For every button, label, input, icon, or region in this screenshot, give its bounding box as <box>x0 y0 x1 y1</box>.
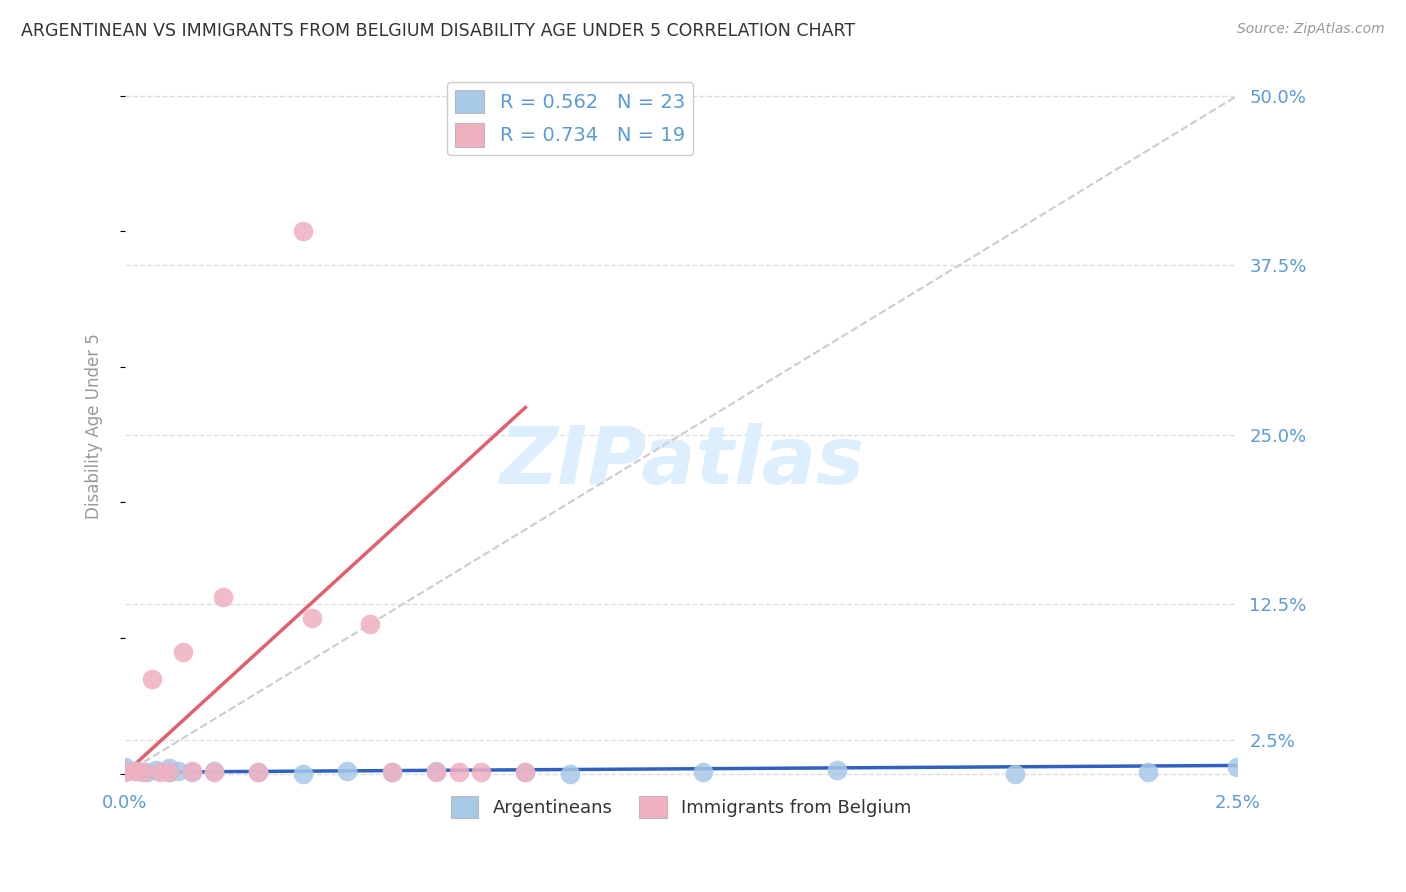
Point <box>114 763 136 777</box>
Point <box>122 764 145 778</box>
Point <box>211 591 233 605</box>
Point <box>141 672 163 686</box>
Point <box>172 644 194 658</box>
Point <box>425 765 447 780</box>
Point <box>425 764 447 778</box>
Point <box>558 766 581 780</box>
Point <box>247 765 270 780</box>
Point <box>114 760 136 774</box>
Point <box>127 764 149 778</box>
Point <box>291 224 314 238</box>
Point <box>1226 760 1249 774</box>
Point <box>157 765 180 780</box>
Point <box>1137 765 1160 780</box>
Point <box>114 765 136 780</box>
Point <box>157 765 180 780</box>
Point <box>167 764 190 778</box>
Point <box>180 764 202 778</box>
Text: ARGENTINEAN VS IMMIGRANTS FROM BELGIUM DISABILITY AGE UNDER 5 CORRELATION CHART: ARGENTINEAN VS IMMIGRANTS FROM BELGIUM D… <box>21 22 855 40</box>
Legend: Argentineans, Immigrants from Belgium: Argentineans, Immigrants from Belgium <box>444 789 918 825</box>
Text: Source: ZipAtlas.com: Source: ZipAtlas.com <box>1237 22 1385 37</box>
Text: ZIPatlas: ZIPatlas <box>499 424 863 501</box>
Point <box>825 763 848 777</box>
Point <box>149 765 172 780</box>
Point <box>359 617 381 632</box>
Point <box>114 764 136 778</box>
Point <box>301 610 323 624</box>
Point <box>202 764 225 778</box>
Point <box>180 765 202 780</box>
Point <box>247 765 270 780</box>
Point <box>381 765 404 780</box>
Point <box>157 761 180 775</box>
Point <box>336 764 359 778</box>
Point <box>515 765 537 780</box>
Point <box>131 765 153 780</box>
Point <box>145 763 167 777</box>
Point <box>692 765 714 780</box>
Point <box>1004 766 1026 780</box>
Point <box>447 765 470 780</box>
Point <box>291 766 314 780</box>
Point <box>381 765 404 780</box>
Point <box>470 765 492 780</box>
Point <box>515 765 537 780</box>
Point <box>136 765 159 780</box>
Y-axis label: Disability Age Under 5: Disability Age Under 5 <box>86 334 103 519</box>
Point <box>202 765 225 780</box>
